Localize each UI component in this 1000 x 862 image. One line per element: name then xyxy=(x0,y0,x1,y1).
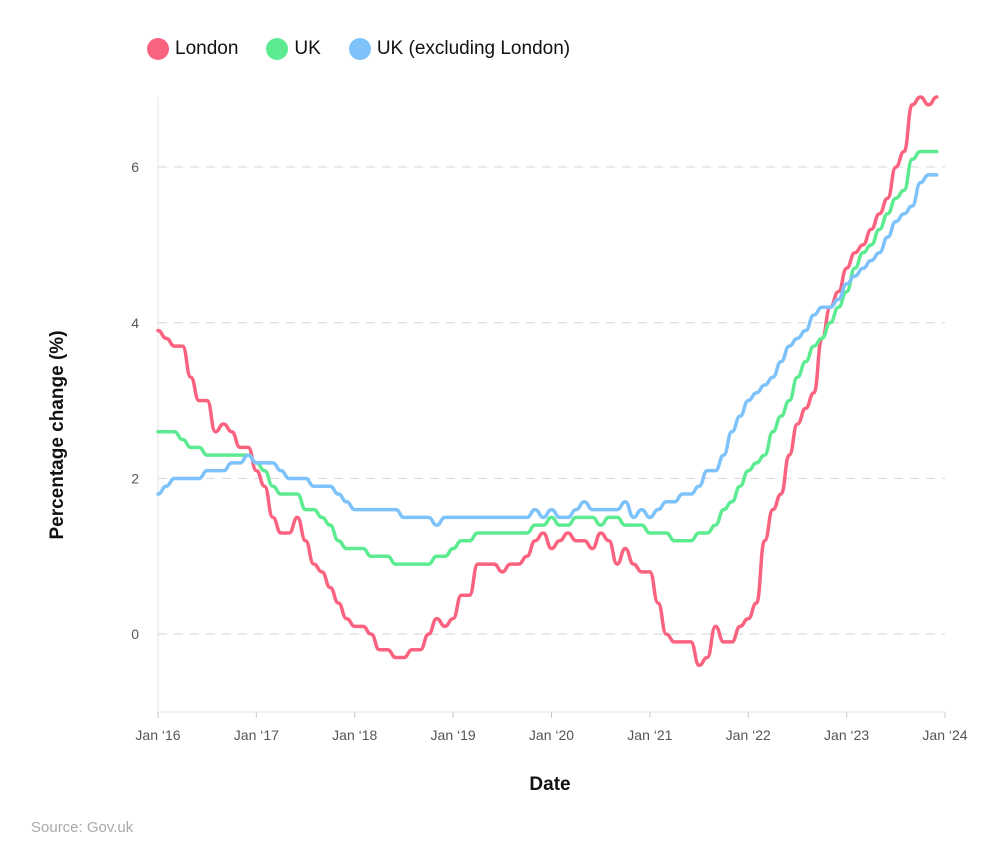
x-tick-label: Jan ‘21 xyxy=(627,727,672,743)
legend-item-london: London xyxy=(147,38,238,60)
source-note: Source: Gov.uk xyxy=(31,819,134,836)
legend: London UK UK (excluding London) xyxy=(147,38,570,60)
x-axis-label: Date xyxy=(529,774,571,795)
x-tick-label: Jan ‘20 xyxy=(529,727,574,743)
series-line-london xyxy=(156,95,939,668)
x-tick-label: Jan ‘23 xyxy=(824,727,869,743)
legend-label: UK xyxy=(294,38,321,59)
x-tick-label: Jan ‘17 xyxy=(234,727,279,743)
y-tick-label: 4 xyxy=(131,315,139,331)
x-tick-label: Jan ‘24 xyxy=(922,727,967,743)
legend-swatch-uk-ex-london xyxy=(348,38,371,60)
y-tick-label: 6 xyxy=(131,159,139,175)
x-tick-label: Jan ‘18 xyxy=(332,727,377,743)
series-line-uk xyxy=(156,149,939,566)
legend-label: London xyxy=(175,38,239,59)
x-tick-label: Jan ‘22 xyxy=(726,727,771,743)
legend-swatch-london xyxy=(147,38,169,60)
legend-label: UK (excluding London) xyxy=(376,38,571,59)
x-tick-label: Jan ‘19 xyxy=(431,727,476,743)
legend-item-uk-ex-london: UK (excluding London) xyxy=(348,38,571,60)
y-axis-label: Percentage change (%) xyxy=(47,330,68,540)
x-tick-label: Jan ‘16 xyxy=(135,727,180,743)
legend-swatch-uk xyxy=(266,38,289,60)
legend-item-uk: UK xyxy=(266,38,321,60)
y-tick-label: 0 xyxy=(131,626,139,642)
series-line-uk-excluding-london xyxy=(156,173,939,527)
y-tick-label: 2 xyxy=(131,470,139,486)
